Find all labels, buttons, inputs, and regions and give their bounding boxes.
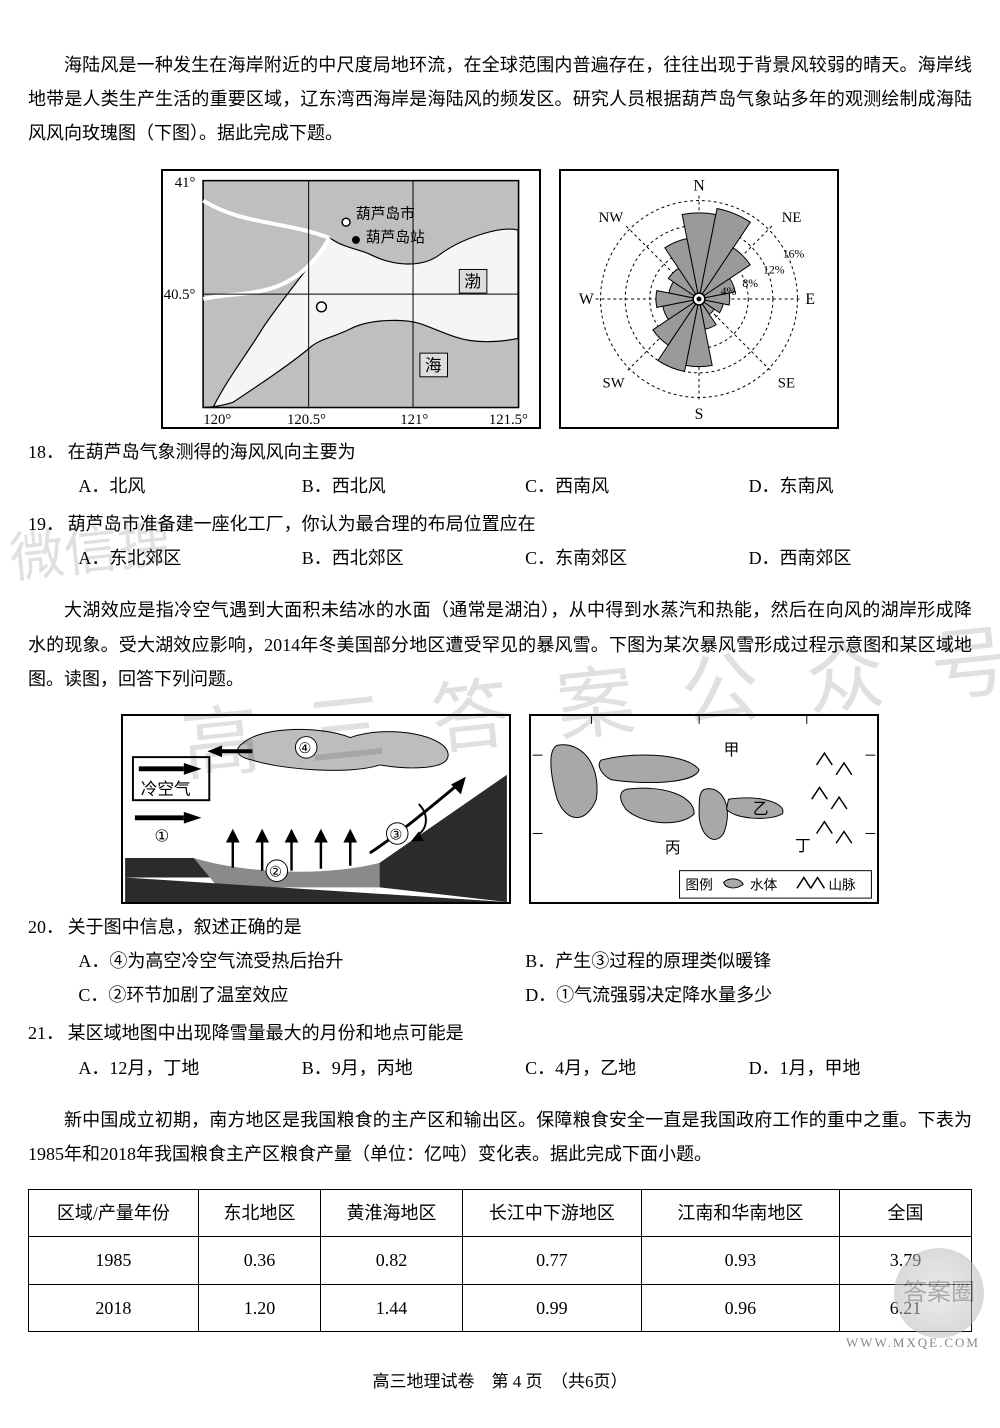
question-19: 19．葫芦岛市准备建一座化工厂，你认为最合理的布局位置应在 A．东北郊区 B．西… — [28, 507, 972, 575]
svg-text:④: ④ — [298, 741, 311, 757]
option-b: B．西北郊区 — [302, 541, 525, 575]
table-row: 20181.201.440.990.966.21 — [29, 1284, 972, 1331]
svg-text:121.5°: 121.5° — [489, 412, 528, 428]
svg-text:葫芦岛站: 葫芦岛站 — [366, 228, 425, 245]
svg-text:葫芦岛市: 葫芦岛市 — [356, 205, 415, 222]
region-map: 甲 乙 丙 丁 图例 水体 山脉 — [529, 714, 879, 904]
option-a: A．12月，丁地 — [78, 1051, 301, 1085]
svg-text:山脉: 山脉 — [828, 877, 856, 892]
option-b: B．产生③过程的原理类似暖锋 — [525, 944, 972, 978]
table-header-cell: 黄淮海地区 — [321, 1190, 462, 1237]
svg-text:N: N — [693, 177, 705, 194]
option-d: D．东南风 — [749, 469, 972, 503]
svg-text:NW: NW — [599, 210, 624, 226]
figure-row-1: 41° 40.5° 120° 120.5° 121° 121.5° 葫芦岛市 葫… — [28, 169, 972, 429]
table-cell: 0.93 — [641, 1237, 839, 1284]
table-cell: 0.77 — [462, 1237, 641, 1284]
svg-text:16%: 16% — [783, 246, 805, 260]
svg-text:水体: 水体 — [750, 877, 778, 892]
svg-text:120.5°: 120.5° — [287, 412, 326, 428]
svg-text:40.5°: 40.5° — [164, 287, 196, 303]
svg-text:4%: 4% — [721, 284, 737, 298]
option-c: C．西南风 — [525, 469, 748, 503]
table-header-cell: 全国 — [839, 1190, 971, 1237]
figure-row-2: 冷空气 ① ② ④ ③ — [28, 714, 972, 904]
svg-text:海: 海 — [425, 355, 442, 374]
question-number: 21． — [28, 1016, 68, 1050]
svg-text:渤: 渤 — [464, 272, 481, 291]
question-stem: 在葫芦岛气象测得的海风风向主要为 — [68, 442, 356, 462]
option-c: C．4月，乙地 — [525, 1051, 748, 1085]
question-number: 18． — [28, 435, 68, 469]
svg-text:SW: SW — [603, 375, 625, 391]
svg-text:NE: NE — [782, 210, 802, 226]
question-stem: 葫芦岛市准备建一座化工厂，你认为最合理的布局位置应在 — [68, 514, 536, 534]
question-18: 18．在葫芦岛气象测得的海风风向主要为 A．北风 B．西北风 C．西南风 D．东… — [28, 435, 972, 503]
table-row: 19850.360.820.770.933.79 — [29, 1237, 972, 1284]
question-number: 19． — [28, 507, 68, 541]
table-cell: 2018 — [29, 1284, 199, 1331]
question-number: 20． — [28, 910, 68, 944]
svg-text:乙: 乙 — [753, 801, 769, 818]
page-footer: 高三地理试卷 第 4 页 （共6页） — [28, 1366, 972, 1398]
svg-text:121°: 121° — [400, 412, 428, 428]
svg-text:图例: 图例 — [685, 877, 712, 892]
passage-intro-3: 新中国成立初期，南方地区是我国粮食的主产区和输出区。保障粮食安全一直是我国政府工… — [28, 1103, 972, 1171]
wind-rose-diagram: N NE E SE S SW W NW 4% 8% 12% 16% — [559, 169, 839, 429]
table-header-cell: 区域/产量年份 — [29, 1190, 199, 1237]
table-header-cell: 江南和华南地区 — [641, 1190, 839, 1237]
svg-text:甲: 甲 — [724, 742, 740, 759]
table-cell: 1985 — [29, 1237, 199, 1284]
table-cell: 0.96 — [641, 1284, 839, 1331]
svg-text:120°: 120° — [203, 412, 231, 428]
table-header-cell: 东北地区 — [198, 1190, 321, 1237]
svg-text:③: ③ — [389, 827, 402, 843]
option-b: B．西北风 — [302, 469, 525, 503]
svg-text:E: E — [805, 290, 815, 307]
grain-output-table: 区域/产量年份东北地区黄淮海地区长江中下游地区江南和华南地区全国19850.36… — [28, 1189, 972, 1332]
table-header-cell: 长江中下游地区 — [462, 1190, 641, 1237]
svg-text:S: S — [695, 406, 704, 423]
answer-badge: 答案圈 — [894, 1248, 984, 1338]
passage-intro-2: 大湖效应是指冷空气遇到大面积未结冰的水面（通常是湖泊），从中得到水蒸汽和热能，然… — [28, 593, 972, 696]
table-cell: 0.99 — [462, 1284, 641, 1331]
svg-text:②: ② — [269, 864, 282, 880]
option-a: A．④为高空冷空气流受热后抬升 — [78, 944, 525, 978]
option-c: C．②环节加剧了温室效应 — [78, 978, 525, 1012]
option-d: D．1月，甲地 — [749, 1051, 972, 1085]
option-c: C．东南郊区 — [525, 541, 748, 575]
table-cell: 0.36 — [198, 1237, 321, 1284]
answer-badge-url: WWW.MXQE.COM — [846, 1331, 980, 1356]
svg-text:W: W — [579, 290, 594, 307]
question-stem: 某区域地图中出现降雪量最大的月份和地点可能是 — [68, 1023, 464, 1043]
table-cell: 0.82 — [321, 1237, 462, 1284]
lake-effect-diagram: 冷空气 ① ② ④ ③ — [121, 714, 511, 904]
svg-text:冷空气: 冷空气 — [141, 779, 191, 798]
option-a: A．东北郊区 — [78, 541, 301, 575]
svg-text:丙: 丙 — [665, 840, 681, 857]
svg-text:8%: 8% — [742, 276, 758, 290]
option-d: D．西南郊区 — [749, 541, 972, 575]
map-huludao: 41° 40.5° 120° 120.5° 121° 121.5° 葫芦岛市 葫… — [161, 169, 541, 429]
svg-text:41°: 41° — [175, 174, 196, 190]
question-21: 21．某区域地图中出现降雪量最大的月份和地点可能是 A．12月，丁地 B．9月，… — [28, 1016, 972, 1084]
svg-text:丁: 丁 — [795, 838, 811, 855]
table-cell: 1.20 — [198, 1284, 321, 1331]
question-20: 20．关于图中信息，叙述正确的是 A．④为高空冷空气流受热后抬升 B．产生③过程… — [28, 910, 972, 1013]
svg-text:①: ① — [154, 826, 169, 845]
option-a: A．北风 — [78, 469, 301, 503]
svg-text:12%: 12% — [763, 262, 785, 276]
table-cell: 1.44 — [321, 1284, 462, 1331]
svg-text:SE: SE — [778, 375, 795, 391]
option-d: D．①气流强弱决定降水量多少 — [525, 978, 972, 1012]
passage-intro-1: 海陆风是一种发生在海岸附近的中尺度局地环流，在全球范围内普遍存在，往往出现于背景… — [28, 48, 972, 151]
question-stem: 关于图中信息，叙述正确的是 — [68, 917, 302, 937]
option-b: B．9月，丙地 — [302, 1051, 525, 1085]
